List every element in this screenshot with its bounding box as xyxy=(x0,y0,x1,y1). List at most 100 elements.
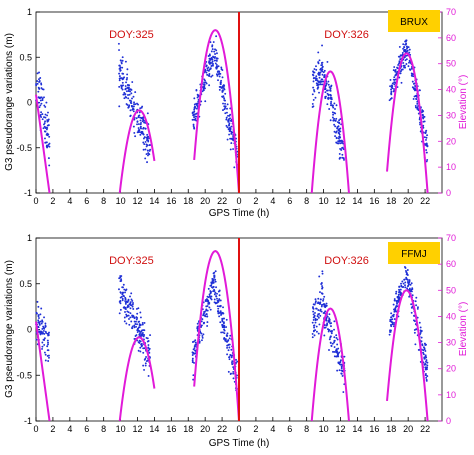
x-tick-label: 10 xyxy=(116,424,126,434)
y2-axis-label: Elevation (°) xyxy=(458,75,469,130)
pseudorange-point xyxy=(226,107,228,110)
pseudorange-point xyxy=(340,139,343,142)
doy-label: DOY:325 xyxy=(109,255,154,267)
pseudorange-point xyxy=(122,283,125,286)
pseudorange-point xyxy=(312,303,315,306)
pseudorange-point xyxy=(408,51,411,54)
pseudorange-point xyxy=(42,127,45,130)
pseudorange-point xyxy=(205,313,208,316)
pseudorange-point xyxy=(408,281,411,284)
pseudorange-point xyxy=(321,44,323,47)
pseudorange-point xyxy=(319,83,322,86)
pseudorange-point xyxy=(339,147,342,150)
pseudorange-point xyxy=(221,76,224,79)
pseudorange-point xyxy=(391,84,393,87)
pseudorange-point xyxy=(321,270,324,273)
pseudorange-point xyxy=(216,297,218,300)
pseudorange-point xyxy=(129,115,132,118)
pseudorange-point xyxy=(210,57,213,60)
pseudorange-point xyxy=(324,91,327,94)
pseudorange-point xyxy=(329,104,332,107)
pseudorange-point xyxy=(39,113,42,116)
pseudorange-point xyxy=(133,326,136,329)
pseudorange-point xyxy=(218,75,221,78)
pseudorange-point xyxy=(195,102,198,105)
pseudorange-point xyxy=(422,351,425,354)
pseudorange-point xyxy=(41,320,44,323)
x-tick-label: 14 xyxy=(149,196,159,206)
pseudorange-point xyxy=(333,111,336,114)
pseudorange-point xyxy=(339,127,342,130)
pseudorange-point xyxy=(404,66,407,69)
pseudorange-point xyxy=(218,294,221,297)
pseudorange-point xyxy=(403,56,406,59)
pseudorange-point xyxy=(210,75,213,78)
pseudorange-point xyxy=(315,77,318,80)
pseudorange-point xyxy=(46,127,49,129)
elevation-curve xyxy=(118,336,156,422)
pseudorange-point xyxy=(131,105,134,108)
pseudorange-point xyxy=(140,333,143,336)
pseudorange-point xyxy=(223,329,226,332)
pseudorange-point xyxy=(228,337,231,340)
pseudorange-point xyxy=(142,133,145,136)
pseudorange-point xyxy=(39,99,42,102)
pseudorange-point xyxy=(146,161,148,164)
pseudorange-point xyxy=(330,325,332,328)
pseudorange-point xyxy=(215,302,218,305)
pseudorange-point xyxy=(125,322,128,325)
pseudorange-point xyxy=(140,132,143,135)
pseudorange-point xyxy=(422,349,425,352)
x-tick-label: 0 xyxy=(236,196,241,206)
pseudorange-point xyxy=(217,307,220,310)
pseudorange-point xyxy=(191,341,194,343)
pseudorange-point xyxy=(195,112,198,115)
pseudorange-point xyxy=(208,306,211,309)
pseudorange-point xyxy=(141,322,144,324)
pseudorange-point xyxy=(40,322,43,325)
pseudorange-point xyxy=(322,299,324,302)
pseudorange-point xyxy=(132,107,134,110)
pseudorange-point xyxy=(193,347,196,349)
pseudorange-point xyxy=(134,103,137,106)
pseudorange-point xyxy=(128,303,131,306)
pseudorange-point xyxy=(217,312,220,315)
pseudorange-point xyxy=(314,298,317,301)
pseudorange-point xyxy=(216,74,219,77)
pseudorange-point xyxy=(193,97,196,100)
y2-tick-label: 0 xyxy=(446,188,451,198)
pseudorange-point xyxy=(128,323,131,326)
pseudorange-point xyxy=(147,344,150,346)
pseudorange-point xyxy=(124,296,127,299)
pseudorange-point xyxy=(130,292,133,295)
pseudorange-point xyxy=(145,139,148,141)
pseudorange-point xyxy=(147,154,149,157)
pseudorange-point xyxy=(147,340,150,342)
pseudorange-point xyxy=(330,98,333,101)
pseudorange-point xyxy=(40,102,43,105)
pseudorange-point xyxy=(339,359,342,362)
pseudorange-point xyxy=(117,42,120,45)
pseudorange-point xyxy=(338,122,341,125)
pseudorange-point xyxy=(128,318,130,320)
pseudorange-point xyxy=(118,288,120,291)
pseudorange-point xyxy=(145,153,148,156)
pseudorange-point xyxy=(209,297,212,300)
pseudorange-point xyxy=(389,330,391,333)
pseudorange-point xyxy=(339,156,342,159)
pseudorange-point xyxy=(218,315,221,318)
pseudorange-point xyxy=(144,364,147,367)
pseudorange-point xyxy=(393,76,396,79)
pseudorange-point xyxy=(404,281,407,284)
pseudorange-point xyxy=(315,330,318,333)
pseudorange-point xyxy=(423,357,426,360)
pseudorange-point xyxy=(203,78,206,81)
pseudorange-point xyxy=(323,69,326,72)
pseudorange-point xyxy=(131,299,134,302)
pseudorange-point xyxy=(228,127,231,130)
pseudorange-point xyxy=(400,282,402,285)
pseudorange-point xyxy=(339,136,342,139)
pseudorange-point xyxy=(389,98,392,100)
pseudorange-point xyxy=(43,96,45,99)
